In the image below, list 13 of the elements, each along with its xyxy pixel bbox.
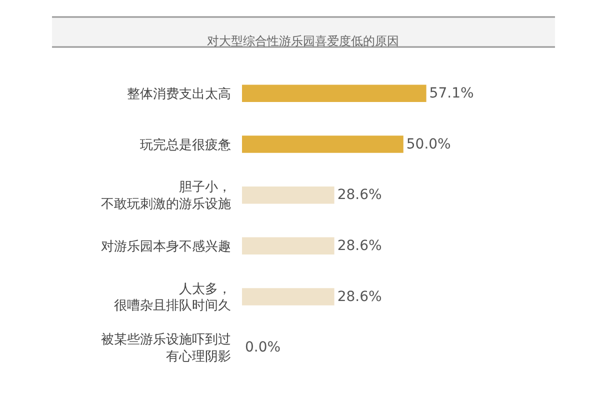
y-tick-label: 对游乐园本身不感兴趣 [101,239,231,254]
y-tick-label: 整体消费支出太高 [127,86,231,102]
data-label: 0.0% [245,340,281,356]
data-label: 28.6% [337,238,382,254]
data-label: 57.1% [429,85,474,102]
data-label: 50.0% [406,136,451,152]
data-label: 28.6% [337,288,382,305]
data-label: 28.6% [337,187,382,204]
y-tick-label: 被某些游乐设施吓到过有心理阴影 [101,332,231,365]
y-tick-label: 胆子小，不敢玩刺激的游乐设施 [101,180,231,212]
y-tick-label: 玩完总是很疲惫 [140,136,231,153]
y-tick-label: 人太多，很嘈杂且排队时间久 [114,282,231,314]
chart-title: 对大型综合性游乐园喜爱度低的原因 [207,34,399,48]
